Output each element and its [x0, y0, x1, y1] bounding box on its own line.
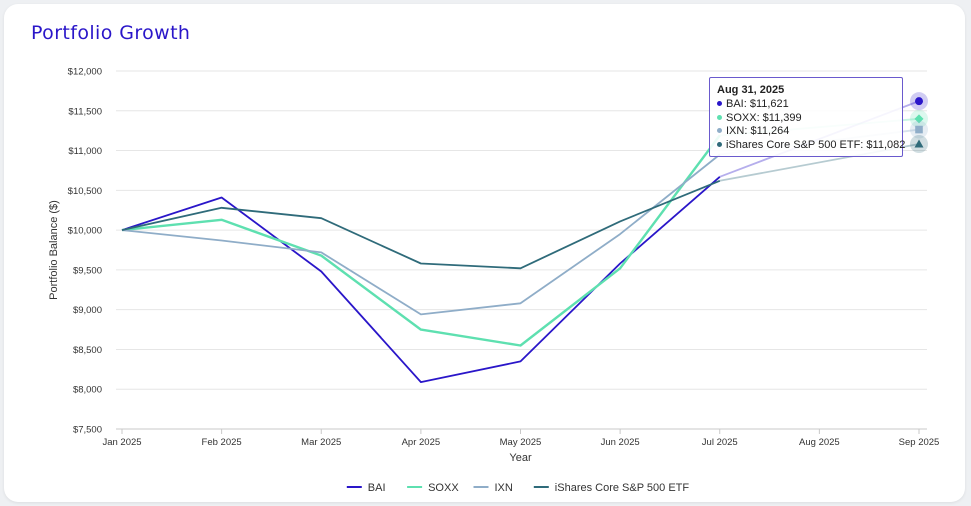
tooltip-row-soxx: SOXX: $11,399 [717, 112, 895, 126]
y-tick-label: $8,000 [73, 385, 102, 396]
series-line-soxx [121, 134, 721, 347]
tooltip-row-bai: BAI: $11,621 [717, 98, 895, 112]
chart-tooltip: Aug 31, 2025 BAI: $11,621 SOXX: $11,399 … [709, 77, 905, 157]
x-tick-label: Jan 2025 [102, 437, 141, 448]
y-tick-label: $8,500 [73, 345, 102, 356]
marker-ixn [915, 125, 923, 134]
legend-label-bai: BAI [368, 482, 386, 494]
y-tick-label: $9,500 [73, 265, 102, 276]
legend-label-ixn: IXN [495, 482, 513, 494]
x-tick-label: Aug 2025 [799, 437, 840, 448]
series-line-bai [121, 176, 721, 383]
tooltip-text-ixn: IXN: $11,264 [726, 125, 790, 137]
legend-label-soxx: SOXX [428, 482, 459, 494]
x-tick-label: May 2025 [500, 437, 542, 448]
x-tick-label: Jul 2025 [702, 437, 738, 448]
chart-title: Portfolio Growth [31, 22, 191, 44]
tooltip-date: Aug 31, 2025 [717, 84, 785, 96]
ishares-dot-icon [717, 141, 722, 147]
x-tick-label: Jun 2025 [601, 437, 640, 448]
x-tick-label: Mar 2025 [301, 437, 341, 448]
legend-label-ishares-core-s-p-500-etf: iShares Core S&P 500 ETF [555, 482, 690, 494]
y-tick-label: $10,000 [68, 226, 102, 237]
y-tick-label: $12,000 [68, 67, 102, 78]
marker-ishares-core-s-p-500-etf [914, 139, 924, 148]
marker-soxx [914, 114, 924, 124]
x-tick-label: Sep 2025 [899, 437, 940, 448]
y-tick-label: $11,000 [68, 146, 102, 157]
soxx-dot-icon [717, 114, 722, 120]
x-tick-label: Apr 2025 [402, 437, 441, 448]
series-line-ixn [121, 153, 721, 316]
tooltip-row-ixn: IXN: $11,264 [717, 125, 895, 139]
y-tick-label: $9,000 [73, 305, 102, 316]
series-line-ishares-core-s-p-500-etf [121, 179, 721, 270]
y-axis-title: Portfolio Balance ($) [48, 200, 60, 300]
tooltip-text-soxx: SOXX: $11,399 [726, 111, 802, 124]
y-tick-label: $11,500 [68, 106, 102, 117]
marker-bai [915, 97, 923, 106]
y-tick-label: $10,500 [68, 186, 102, 197]
tooltip-text-ishares: iShares Core S&P 500 ETF: $11,082 [726, 138, 906, 151]
bai-dot-icon [717, 101, 722, 106]
tooltip-text-bai: BAI: $11,621 [726, 98, 789, 110]
x-axis-title: Year [509, 452, 532, 464]
y-tick-label: $7,500 [73, 425, 102, 436]
tooltip-row-ishares: iShares Core S&P 500 ETF: $11,082 [717, 139, 905, 153]
ixn-dot-icon [717, 128, 722, 133]
x-tick-label: Feb 2025 [202, 437, 242, 448]
